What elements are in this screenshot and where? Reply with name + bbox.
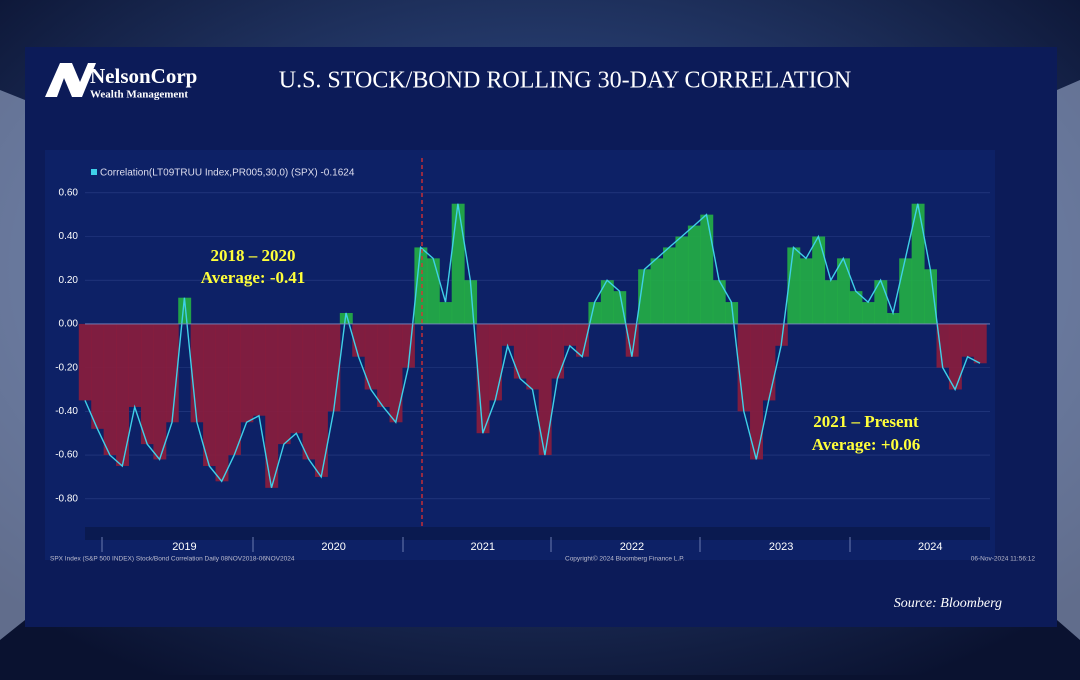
- area-slice: [799, 258, 813, 324]
- area-slice: [377, 323, 391, 407]
- area-slice: [526, 323, 540, 390]
- area-slice: [513, 323, 527, 379]
- area-slice: [613, 291, 627, 324]
- area-slice: [837, 258, 850, 324]
- area-slice: [948, 323, 962, 390]
- area-slice: [389, 323, 403, 423]
- series-line: [84, 203, 981, 488]
- y-tick-label: -0.40: [55, 406, 78, 417]
- area-slice: [203, 323, 217, 466]
- area-slice: [663, 247, 676, 324]
- area-slice: [687, 225, 701, 324]
- logo-sub: Wealth Management: [90, 89, 188, 101]
- x-axis-strip: [85, 527, 990, 540]
- logo: NelsonCorp: [90, 64, 197, 88]
- legend-label: Correlation(LT09TRUU Index,PR005,30,0) (…: [100, 168, 355, 179]
- area-slice: [861, 302, 875, 324]
- legend-swatch: [91, 169, 97, 175]
- area-slice: [551, 323, 565, 379]
- area-slice: [476, 323, 490, 434]
- area-slice: [924, 269, 937, 324]
- footer-center: Copyright© 2024 Bloomberg Finance L.P.: [565, 555, 685, 563]
- area-slice: [339, 312, 353, 324]
- annotation: 2021 – Present: [813, 412, 919, 431]
- area-slice: [911, 203, 925, 324]
- area-slice: [178, 297, 192, 324]
- area-slice: [153, 323, 167, 460]
- annotation: 2018 – 2020: [211, 246, 296, 265]
- area-slice: [240, 323, 254, 423]
- area-slice: [600, 280, 614, 324]
- area-slice: [973, 323, 987, 364]
- y-tick-label: -0.80: [55, 493, 78, 504]
- area-slice: [116, 323, 130, 466]
- annotation: Average: -0.41: [201, 268, 305, 287]
- area-slice: [314, 323, 328, 477]
- source: Source: Bloomberg: [894, 596, 1002, 611]
- area-slice: [538, 323, 552, 456]
- footer-right: 06-Nov-2024 11:56:12: [971, 556, 1036, 563]
- x-tick-label: 2019: [172, 541, 196, 553]
- y-tick-label: -0.60: [55, 450, 78, 461]
- x-tick-label: 2024: [918, 541, 942, 553]
- area-slice: [426, 258, 440, 324]
- y-tick-label: 0.40: [59, 231, 79, 242]
- area-slice: [675, 236, 689, 324]
- annotation: Average: +0.06: [812, 435, 921, 454]
- area-slice: [712, 280, 726, 324]
- stage-right: [1057, 80, 1080, 640]
- area-slice: [812, 236, 826, 324]
- area-slice: [961, 323, 975, 357]
- x-tick-label: 2021: [471, 541, 495, 553]
- stage-left: [0, 90, 25, 640]
- area-slice: [451, 203, 465, 324]
- area-slice: [277, 323, 291, 445]
- area-slice: [128, 323, 142, 407]
- area-slice: [227, 323, 241, 456]
- y-tick-label: 0.20: [59, 275, 79, 286]
- y-tick-label: 0.60: [59, 187, 79, 198]
- area-slice: [501, 323, 515, 346]
- area-slice: [91, 323, 105, 429]
- x-tick-label: 2023: [769, 541, 793, 553]
- area-slice: [886, 312, 900, 324]
- area-slice: [576, 323, 589, 357]
- area-slice: [252, 323, 266, 416]
- area-slice: [464, 280, 478, 324]
- area-slice: [103, 323, 117, 456]
- area-slice: [302, 323, 316, 460]
- y-tick-label: 0.00: [59, 319, 79, 330]
- area-slice: [725, 302, 739, 324]
- logo-mark: [45, 63, 96, 97]
- area-slice: [290, 323, 304, 434]
- area-slice: [488, 323, 502, 401]
- footer-left: SPX Index (S&P 500 INDEX) Stock/Bond Cor…: [50, 556, 295, 563]
- area-slice: [364, 323, 378, 390]
- area-slice: [78, 323, 92, 401]
- area-slice: [750, 323, 763, 460]
- area-slice: [899, 258, 913, 324]
- area-slice: [563, 323, 577, 346]
- area-slice: [700, 214, 714, 324]
- x-tick-label: 2020: [321, 541, 345, 553]
- y-tick-label: -0.20: [55, 362, 78, 373]
- area-slice: [774, 323, 788, 346]
- area-slice: [215, 323, 229, 482]
- area-slice: [849, 291, 863, 324]
- area-slice: [414, 247, 428, 324]
- area-slice: [650, 258, 664, 324]
- area-slice: [638, 269, 652, 324]
- area-slice: [140, 323, 154, 445]
- chart-title: U.S. STOCK/BOND ROLLING 30-DAY CORRELATI…: [279, 68, 851, 94]
- x-tick-label: 2022: [620, 541, 644, 553]
- area-slice: [936, 323, 950, 368]
- area-slice: [439, 302, 453, 324]
- area-slice: [762, 323, 776, 401]
- area-slice: [824, 280, 838, 324]
- area-slice: [327, 323, 341, 412]
- area-slice: [165, 323, 179, 423]
- area-slice: [265, 323, 279, 488]
